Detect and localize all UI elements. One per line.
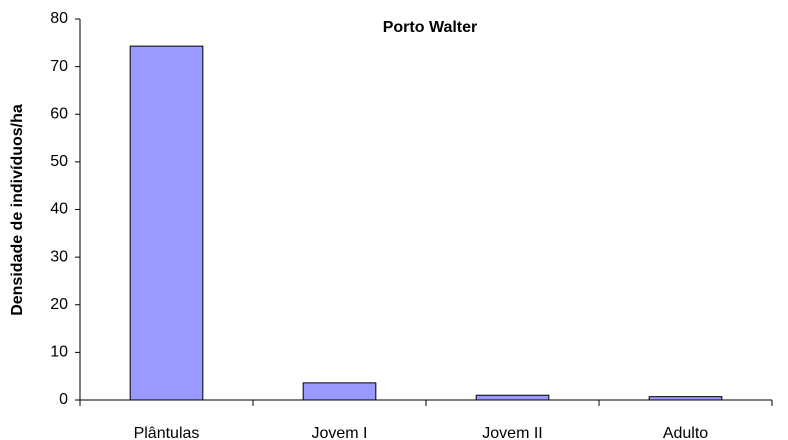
y-axis-label: Densidade de indivíduos/ha (9, 104, 26, 316)
x-tick-label: Jovem II (482, 425, 542, 440)
x-tick-label: Adulto (663, 425, 708, 440)
chart-title: Porto Walter (383, 19, 478, 36)
y-tick-label: 60 (50, 105, 68, 122)
y-tick-label: 20 (50, 296, 68, 313)
y-tick-label: 10 (50, 344, 68, 361)
y-tick-label: 70 (50, 58, 68, 75)
y-tick-label: 0 (59, 391, 68, 408)
bar (302, 382, 377, 401)
bar (648, 396, 723, 401)
y-tick-label: 30 (50, 248, 68, 265)
x-tick-label: Jovem I (311, 425, 367, 440)
x-tick-label: Plântulas (134, 425, 200, 440)
y-tick-label: 80 (50, 10, 68, 27)
bar (475, 394, 550, 401)
y-tick-label: 40 (50, 201, 68, 218)
y-tick-label: 50 (50, 153, 68, 170)
bar (129, 45, 204, 401)
